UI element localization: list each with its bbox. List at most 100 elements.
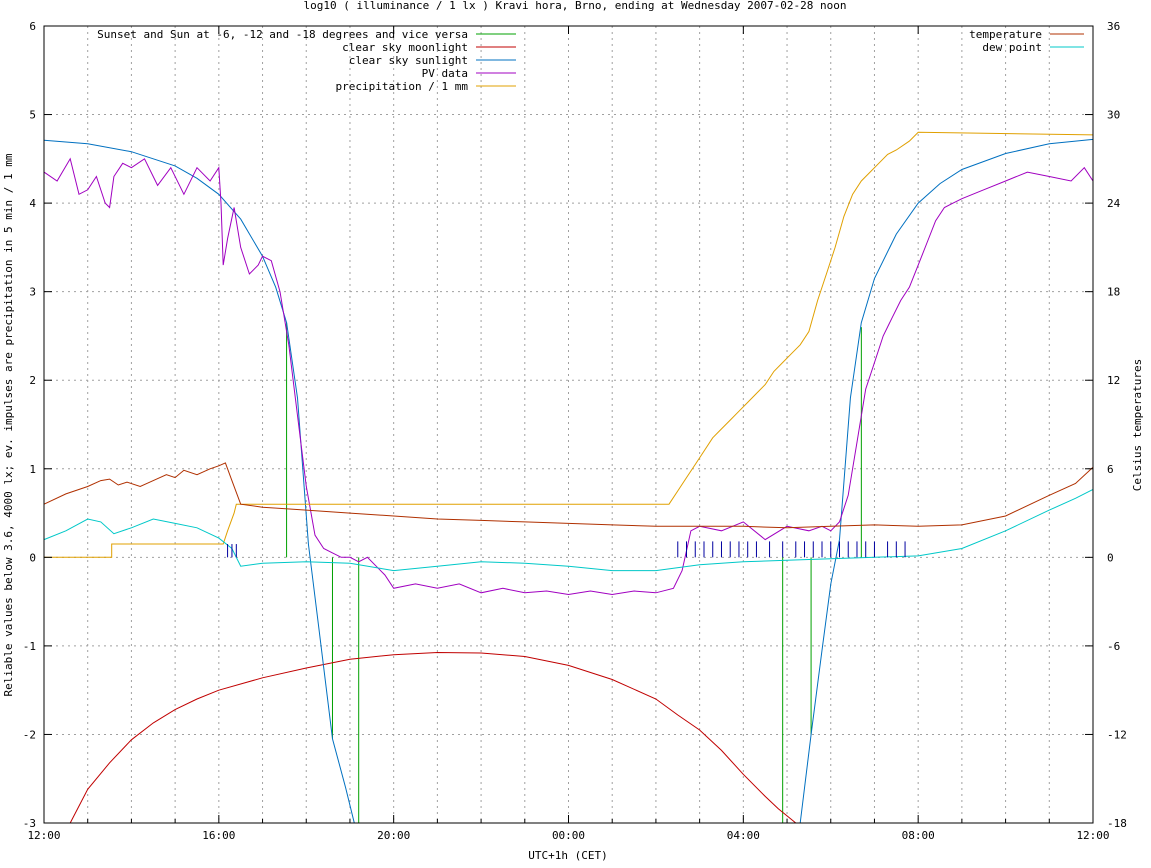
data-point: [345, 787, 346, 788]
data-point: [810, 734, 811, 735]
data-point: [262, 677, 263, 678]
data-point: [756, 393, 757, 394]
data-point: [909, 287, 910, 288]
data-point: [843, 216, 844, 217]
data-point: [765, 539, 766, 540]
data-point: [1005, 153, 1006, 154]
data-point: [878, 163, 879, 164]
data-point: [891, 318, 892, 319]
y-tick-label: 5: [29, 109, 36, 122]
data-point: [961, 198, 962, 199]
data-point: [218, 538, 219, 539]
data-point: [415, 583, 416, 584]
data-point: [524, 656, 525, 657]
data-point: [70, 158, 71, 159]
data-point: [140, 486, 141, 487]
data-point: [131, 167, 132, 168]
data-point: [830, 583, 831, 584]
y2-tick-label: 24: [1107, 197, 1121, 210]
data-point: [332, 552, 333, 553]
data-point: [633, 590, 634, 591]
data-point: [459, 583, 460, 584]
data-point: [196, 698, 197, 699]
series-0: [286, 322, 862, 823]
data-point: [961, 524, 962, 525]
y-tick-label: 0: [29, 551, 36, 564]
data-point: [87, 518, 88, 519]
y2-axis-label: Celsius temperatures: [1131, 359, 1144, 491]
data-point: [686, 477, 687, 478]
data-point: [306, 486, 307, 487]
data-point: [655, 570, 656, 571]
data-point: [175, 477, 176, 478]
y2-tick-label: 18: [1107, 286, 1120, 299]
data-point: [953, 203, 954, 204]
data-point: [196, 527, 197, 528]
data-point: [131, 739, 132, 740]
data-point: [791, 353, 792, 354]
data-point: [918, 132, 919, 133]
data-point: [170, 167, 171, 168]
data-point: [883, 335, 884, 336]
data-point: [286, 322, 287, 323]
data-point: [275, 287, 276, 288]
legend-left-entry: clear sky moonlight: [342, 41, 468, 54]
data-point: [220, 203, 221, 204]
data-point: [786, 527, 787, 528]
data-point: [349, 659, 350, 660]
data-point: [1071, 180, 1072, 181]
data-point: [393, 515, 394, 516]
data-point: [743, 521, 744, 522]
data-point: [349, 563, 350, 564]
data-point: [175, 523, 176, 524]
data-point: [782, 362, 783, 363]
data-point: [196, 474, 197, 475]
data-point: [747, 402, 748, 403]
data-point: [196, 167, 197, 168]
data-point: [131, 527, 132, 528]
x-tick-label: 08:00: [902, 829, 935, 842]
data-point: [65, 530, 66, 531]
series-line: [43, 157, 1094, 596]
series-3: [43, 157, 1094, 596]
data-point: [96, 176, 97, 177]
data-point: [874, 362, 875, 363]
data-point: [612, 524, 613, 525]
data-point: [111, 543, 112, 544]
series-line: [44, 131, 1094, 558]
data-point: [297, 415, 298, 416]
data-point: [695, 464, 696, 465]
data-point: [118, 484, 119, 485]
data-point: [100, 480, 101, 481]
data-point: [861, 180, 862, 181]
data-point: [926, 242, 927, 243]
data-point: [1005, 180, 1006, 181]
data-point: [183, 194, 184, 195]
data-point: [848, 495, 849, 496]
grid: [44, 26, 1093, 823]
x-tick-label: 12:00: [27, 829, 60, 842]
data-point: [961, 169, 962, 170]
data-point: [341, 557, 342, 558]
data-point: [234, 512, 235, 513]
data-point: [262, 507, 263, 508]
data-point: [480, 520, 481, 521]
data-point: [568, 665, 569, 666]
data-point: [655, 698, 656, 699]
data-point: [153, 518, 154, 519]
y2-tick-label: 0: [1107, 551, 1114, 564]
data-point: [786, 526, 787, 527]
y-tick-label: -3: [23, 817, 36, 830]
data-point: [480, 561, 481, 562]
series-group: [43, 131, 1094, 824]
data-point: [78, 194, 79, 195]
data-point: [1049, 510, 1050, 511]
data-point: [393, 654, 394, 655]
data-point: [209, 180, 210, 181]
data-point: [393, 570, 394, 571]
data-point: [240, 218, 241, 219]
data-point: [393, 588, 394, 589]
legend: Sunset and Sun at -6, -12 and -18 degree…: [97, 28, 1084, 93]
y2-tick-label: -18: [1107, 817, 1127, 830]
data-point: [939, 183, 940, 184]
